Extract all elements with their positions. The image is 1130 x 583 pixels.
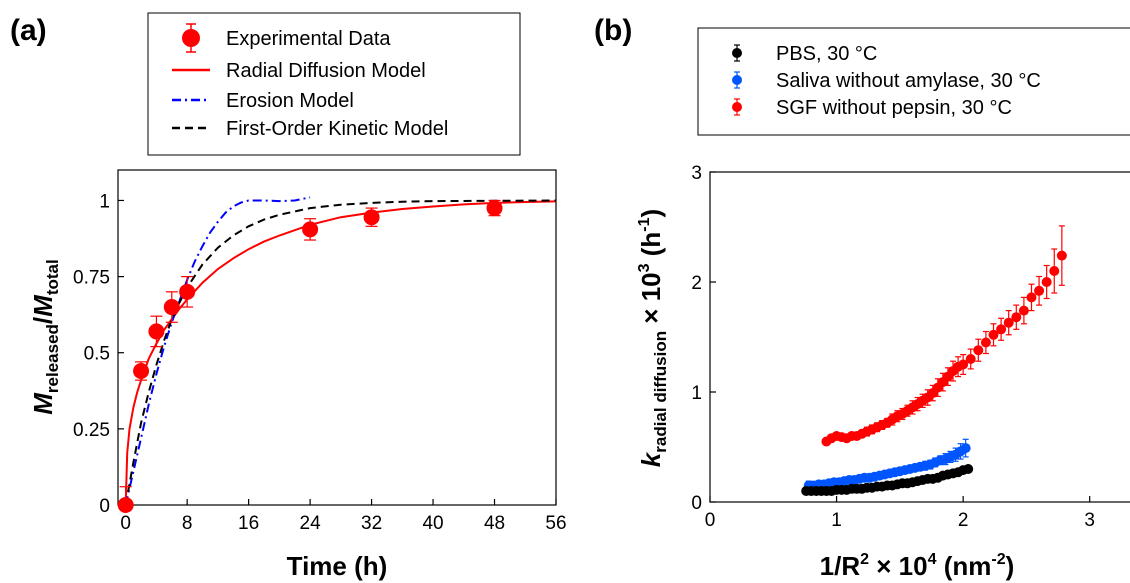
legend-swatch-saliva [732, 71, 742, 89]
data-point-sgf-without-pepsin-30-c [980, 337, 991, 348]
data-point-sgf-without-pepsin-30-c [1003, 317, 1014, 328]
panel-b-points [801, 225, 1067, 496]
y-tick-label: 2 [691, 273, 702, 294]
data-point-experimental-data [302, 221, 319, 238]
panel-b-legend: PBS, 30 °C Saliva without amylase, 30 °C… [697, 27, 1130, 136]
panel-a-x-axis-title: Time (h) [287, 551, 388, 581]
x-tick-label: 24 [300, 513, 322, 534]
x-tick-label: 3 [1084, 510, 1095, 531]
y-tick-label: 0.5 [84, 344, 110, 365]
x-tick-label: 1 [831, 510, 842, 531]
data-point-experimental-data [163, 299, 180, 316]
data-point-sgf-without-pepsin-30-c [988, 329, 999, 340]
legend-label-pbs: PBS, 30 °C [776, 43, 877, 65]
data-point-sgf-without-pepsin-30-c [1056, 250, 1067, 261]
legend-label-firstorder: First-Order Kinetic Model [226, 118, 448, 140]
data-point-sgf-without-pepsin-30-c [996, 324, 1007, 335]
x-tick-label: 0 [705, 510, 716, 531]
panel-a-ticks: 0 8 16 24 32 40 48 56 0 0.25 0.5 0.75 1 [73, 191, 567, 534]
legend-label-experimental: Experimental Data [226, 28, 391, 50]
x-tick-label: 0 [120, 513, 131, 534]
legend-swatch-pbs [732, 44, 742, 62]
data-point-sgf-without-pepsin-30-c [973, 345, 984, 356]
panel-a-plot-frame [117, 169, 557, 506]
y-tick-label: 1 [691, 383, 702, 404]
data-point-experimental-data [179, 283, 196, 300]
data-point-experimental-data [133, 363, 150, 379]
data-point-sgf-without-pepsin-30-c [1041, 277, 1052, 287]
y-tick-label: 0 [691, 493, 702, 514]
data-point-sgf-without-pepsin-30-c [1026, 292, 1037, 303]
data-point-experimental-data [486, 200, 503, 217]
x-tick-label: 40 [422, 513, 443, 534]
panel-a-legend: Experimental Data Radial Diffusion Model… [147, 12, 521, 156]
panel-a-y-axis-title: Mreleased/Mtotal [28, 259, 62, 414]
x-tick-label: 32 [361, 513, 382, 534]
legend-swatch-sgf [732, 98, 742, 116]
data-point-experimental-data [117, 497, 134, 513]
curve-radial-diffusion-model [124, 200, 557, 506]
data-point-sgf-without-pepsin-30-c [965, 354, 976, 364]
legend-label-sgf: SGF without pepsin, 30 °C [776, 97, 1012, 119]
curve-erosion-model [124, 196, 311, 506]
data-point-saliva-without-amylase-30-c [960, 443, 971, 454]
panel-b-label: (b) [594, 14, 632, 47]
panel-a-legend-box [147, 12, 521, 156]
panel-a-curves [124, 196, 557, 506]
data-point-sgf-without-pepsin-30-c [1018, 305, 1029, 316]
panel-a-points [117, 199, 503, 513]
data-point-sgf-without-pepsin-30-c [1049, 266, 1060, 276]
legend-label-radial: Radial Diffusion Model [226, 60, 426, 82]
panel-b-legend-box [697, 27, 1130, 136]
data-point-sgf-without-pepsin-30-c [1034, 285, 1045, 296]
y-tick-label: 0.75 [73, 268, 110, 289]
y-tick-label: 0 [99, 496, 110, 517]
data-point-experimental-data [148, 323, 165, 340]
panel-b-x-axis-title: 1/R2 × 104 (nm-2) [820, 551, 1015, 581]
panel-a: (a) Experimental Data Radial Diffusion M… [10, 12, 567, 581]
x-tick-label: 16 [238, 513, 259, 534]
y-tick-label: 0.25 [73, 420, 110, 441]
data-point-sgf-without-pepsin-30-c [1011, 312, 1022, 323]
panel-b-ticks: 0 1 2 3 0 1 2 3 [691, 163, 1095, 531]
legend-swatch-experimental [182, 23, 200, 53]
data-point-experimental-data [363, 209, 380, 226]
x-tick-label: 48 [484, 513, 505, 534]
legend-label-erosion: Erosion Model [226, 90, 354, 112]
data-point-pbs-30-c [963, 464, 974, 474]
panel-b-y-axis-title: kradial diffusion × 103 (h-1) [636, 209, 670, 467]
curve-first-order-kinetic-model [124, 199, 557, 506]
panel-a-label: (a) [10, 14, 47, 47]
x-tick-label: 8 [182, 513, 193, 534]
legend-label-saliva: Saliva without amylase, 30 °C [776, 70, 1041, 92]
x-tick-label: 2 [958, 510, 969, 531]
x-tick-label: 56 [545, 513, 566, 534]
y-tick-label: 1 [99, 191, 110, 212]
data-point-sgf-without-pepsin-30-c [958, 359, 969, 370]
y-tick-label: 3 [691, 163, 702, 184]
panel-b-plot-frame [709, 171, 1130, 503]
panel-b: (b) PBS, 30 °C Saliva without amylase, 3… [594, 14, 1130, 581]
